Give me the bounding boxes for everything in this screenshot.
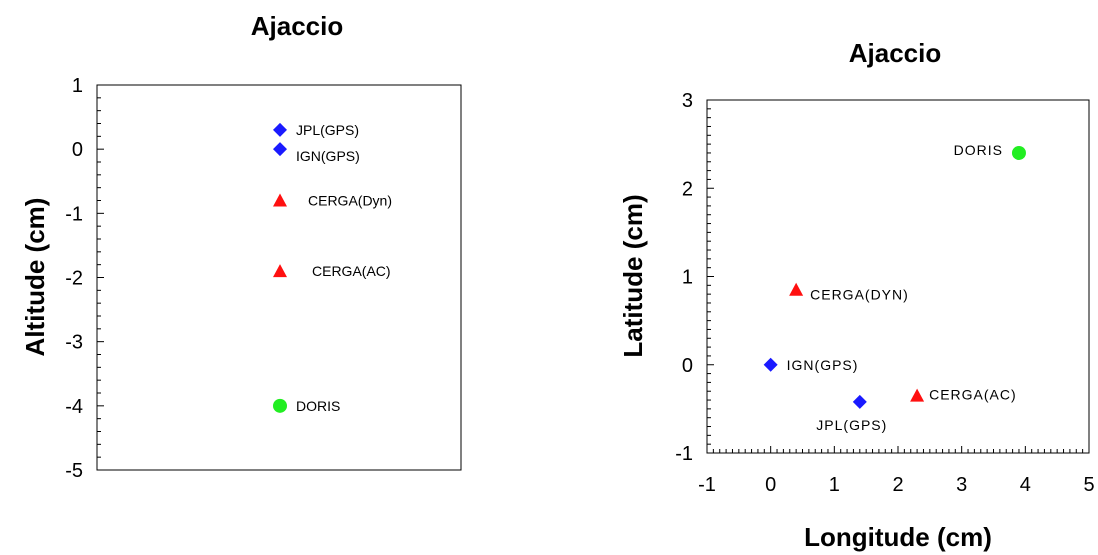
point-label: JPL(GPS) xyxy=(816,417,887,433)
point-label: JPL(GPS) xyxy=(296,122,359,138)
point-marker-ign-gps- xyxy=(273,142,287,157)
point-marker-jpl-gps- xyxy=(852,394,867,409)
y-tick-label: 1 xyxy=(682,267,693,289)
y-tick-label: -4 xyxy=(65,396,83,418)
point-label: IGN(GPS) xyxy=(787,357,859,373)
point-marker-cerga-dyn- xyxy=(273,193,287,207)
plot-frame xyxy=(706,99,1090,454)
y-tick-label: -1 xyxy=(65,203,83,225)
point-label: CERGA(DYN) xyxy=(810,287,909,303)
point-marker-cerga-dyn- xyxy=(789,282,804,296)
x-tick-label: 1 xyxy=(829,474,840,496)
y-tick-label: -5 xyxy=(65,460,83,482)
y-tick-label: 3 xyxy=(682,90,693,112)
point-marker-doris xyxy=(273,398,287,413)
point-label: DORIS xyxy=(954,142,1003,158)
y-tick-label: -2 xyxy=(65,268,83,290)
point-marker-ign-gps- xyxy=(763,357,778,372)
point-marker-cerga-ac- xyxy=(273,264,287,278)
y-axis-label: Altitude (cm) xyxy=(20,198,50,357)
y-axis-label: Latitude (cm) xyxy=(618,194,648,357)
y-tick-label: 1 xyxy=(72,75,83,97)
altitude-chart: Ajaccio Altitude (cm) 1 0 -1 -2 -3 -4 -5 JPL(G… xyxy=(20,11,462,482)
y-tick-label: 0 xyxy=(682,355,693,377)
chart-title: Ajaccio xyxy=(849,38,942,68)
y-tick-label: 2 xyxy=(682,178,693,200)
x-tick-label: 4 xyxy=(1020,474,1031,496)
x-tick-label: 5 xyxy=(1083,474,1094,496)
point-marker-jpl-gps- xyxy=(273,122,287,137)
point-label: DORIS xyxy=(296,398,340,414)
x-tick-label: 0 xyxy=(765,474,776,496)
y-tick-label: 0 xyxy=(72,139,83,161)
point-label: CERGA(AC) xyxy=(312,263,391,279)
x-tick-label: -1 xyxy=(698,474,716,496)
x-tick-label: 3 xyxy=(956,474,967,496)
point-label: CERGA(AC) xyxy=(929,387,1017,403)
point-label: IGN(GPS) xyxy=(296,148,360,164)
x-axis-label: Longitude (cm) xyxy=(804,522,992,552)
y-tick-label: -3 xyxy=(65,332,83,354)
x-tick-label: 2 xyxy=(892,474,903,496)
chart-title: Ajaccio xyxy=(251,11,344,41)
y-tick-label: -1 xyxy=(675,443,693,465)
lat-lon-chart: Ajaccio Latitude (cm) Longitude (cm) 3 2 1… xyxy=(618,38,1095,552)
point-label: CERGA(Dyn) xyxy=(308,193,392,209)
point-marker-cerga-ac- xyxy=(910,388,925,402)
point-marker-doris xyxy=(1011,145,1026,160)
